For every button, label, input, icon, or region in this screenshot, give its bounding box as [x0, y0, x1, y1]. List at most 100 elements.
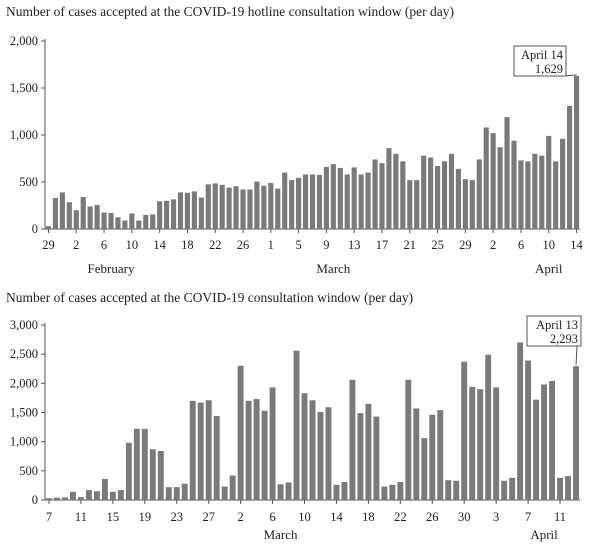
x-tick-label: 23	[171, 510, 184, 524]
bar	[94, 205, 100, 229]
x-tick-label: 10	[126, 238, 139, 252]
bar	[379, 163, 385, 229]
bar	[365, 403, 372, 500]
bar	[219, 184, 225, 229]
month-label: March	[316, 261, 350, 276]
bar	[164, 200, 170, 229]
bar	[143, 214, 149, 229]
x-tick-label: 2	[73, 238, 79, 252]
bar	[344, 174, 350, 229]
bar	[253, 399, 260, 500]
bar	[490, 133, 496, 229]
bar	[469, 180, 475, 229]
bar	[330, 164, 336, 229]
bar	[184, 192, 190, 229]
bar	[93, 491, 100, 500]
bar	[517, 342, 524, 500]
bar	[405, 379, 412, 500]
bar	[129, 213, 135, 229]
callout-date: April 14	[521, 48, 564, 62]
bar	[477, 389, 484, 500]
bar	[80, 197, 86, 229]
y-tick-label: 1,000	[10, 435, 38, 449]
bar	[54, 497, 60, 500]
bar	[365, 172, 371, 229]
bar	[205, 184, 211, 229]
bar	[157, 201, 163, 229]
bar	[539, 155, 545, 229]
bar	[109, 491, 116, 500]
bar	[226, 187, 232, 229]
bar	[421, 438, 428, 500]
y-tick-label: 0	[32, 222, 38, 236]
x-tick-label: 22	[394, 510, 407, 524]
bar	[198, 197, 204, 229]
chart-1-title: Number of cases accepted at the COVID-19…	[6, 4, 454, 19]
month-label: April	[535, 261, 563, 276]
bar	[337, 167, 343, 229]
x-tick-label: 6	[269, 510, 275, 524]
bar	[73, 210, 79, 229]
bar	[45, 226, 52, 229]
x-tick-label: 6	[101, 238, 107, 252]
bar	[509, 477, 516, 500]
month-label: April	[530, 527, 558, 542]
bar	[533, 399, 540, 500]
x-tick-label: 2	[490, 238, 496, 252]
callout-date: April 13	[536, 318, 578, 332]
x-tick-label: 1	[268, 238, 274, 252]
bar	[573, 366, 579, 500]
bar	[485, 354, 492, 500]
bar	[358, 174, 364, 229]
bar	[553, 161, 559, 229]
x-tick-label: 9	[323, 238, 329, 252]
y-tick-label: 2,500	[10, 347, 38, 361]
bar	[429, 414, 436, 500]
bar	[189, 400, 196, 500]
bar	[269, 387, 276, 500]
bar	[501, 480, 508, 500]
callout-value: 2,293	[550, 332, 578, 346]
x-tick-label: 17	[376, 238, 389, 252]
x-tick-label: 15	[107, 510, 120, 524]
bar	[316, 174, 323, 229]
x-tick-label: 11	[554, 510, 566, 524]
x-tick-label: 30	[458, 510, 471, 524]
month-label: March	[264, 527, 298, 542]
x-tick-label: 14	[153, 238, 166, 252]
bar	[413, 408, 420, 500]
x-tick-label: 26	[237, 238, 250, 252]
bar	[461, 361, 468, 500]
bar	[483, 127, 489, 229]
bar	[428, 157, 434, 229]
bar	[476, 159, 482, 229]
bar	[434, 166, 441, 229]
bar	[122, 220, 128, 229]
bar	[133, 428, 140, 500]
bar	[149, 449, 156, 500]
bar	[69, 491, 76, 500]
bar	[421, 155, 427, 229]
bar	[136, 220, 142, 229]
bar	[66, 202, 72, 229]
x-tick-label: 19	[139, 510, 152, 524]
bar	[301, 393, 308, 500]
bar	[445, 480, 452, 500]
bar	[261, 410, 268, 500]
bar	[469, 386, 476, 500]
bar	[525, 360, 532, 500]
bar	[546, 135, 552, 229]
bar	[437, 410, 444, 500]
x-tick-label: 14	[330, 510, 343, 524]
x-tick-label: 7	[525, 510, 531, 524]
x-tick-label: 25	[431, 238, 444, 252]
bar	[455, 168, 461, 229]
bar	[205, 400, 212, 500]
bar	[285, 482, 292, 500]
bar	[549, 381, 556, 500]
y-tick-label: 500	[19, 175, 38, 189]
bar	[254, 181, 260, 229]
bar	[493, 387, 500, 500]
bar	[357, 413, 364, 500]
